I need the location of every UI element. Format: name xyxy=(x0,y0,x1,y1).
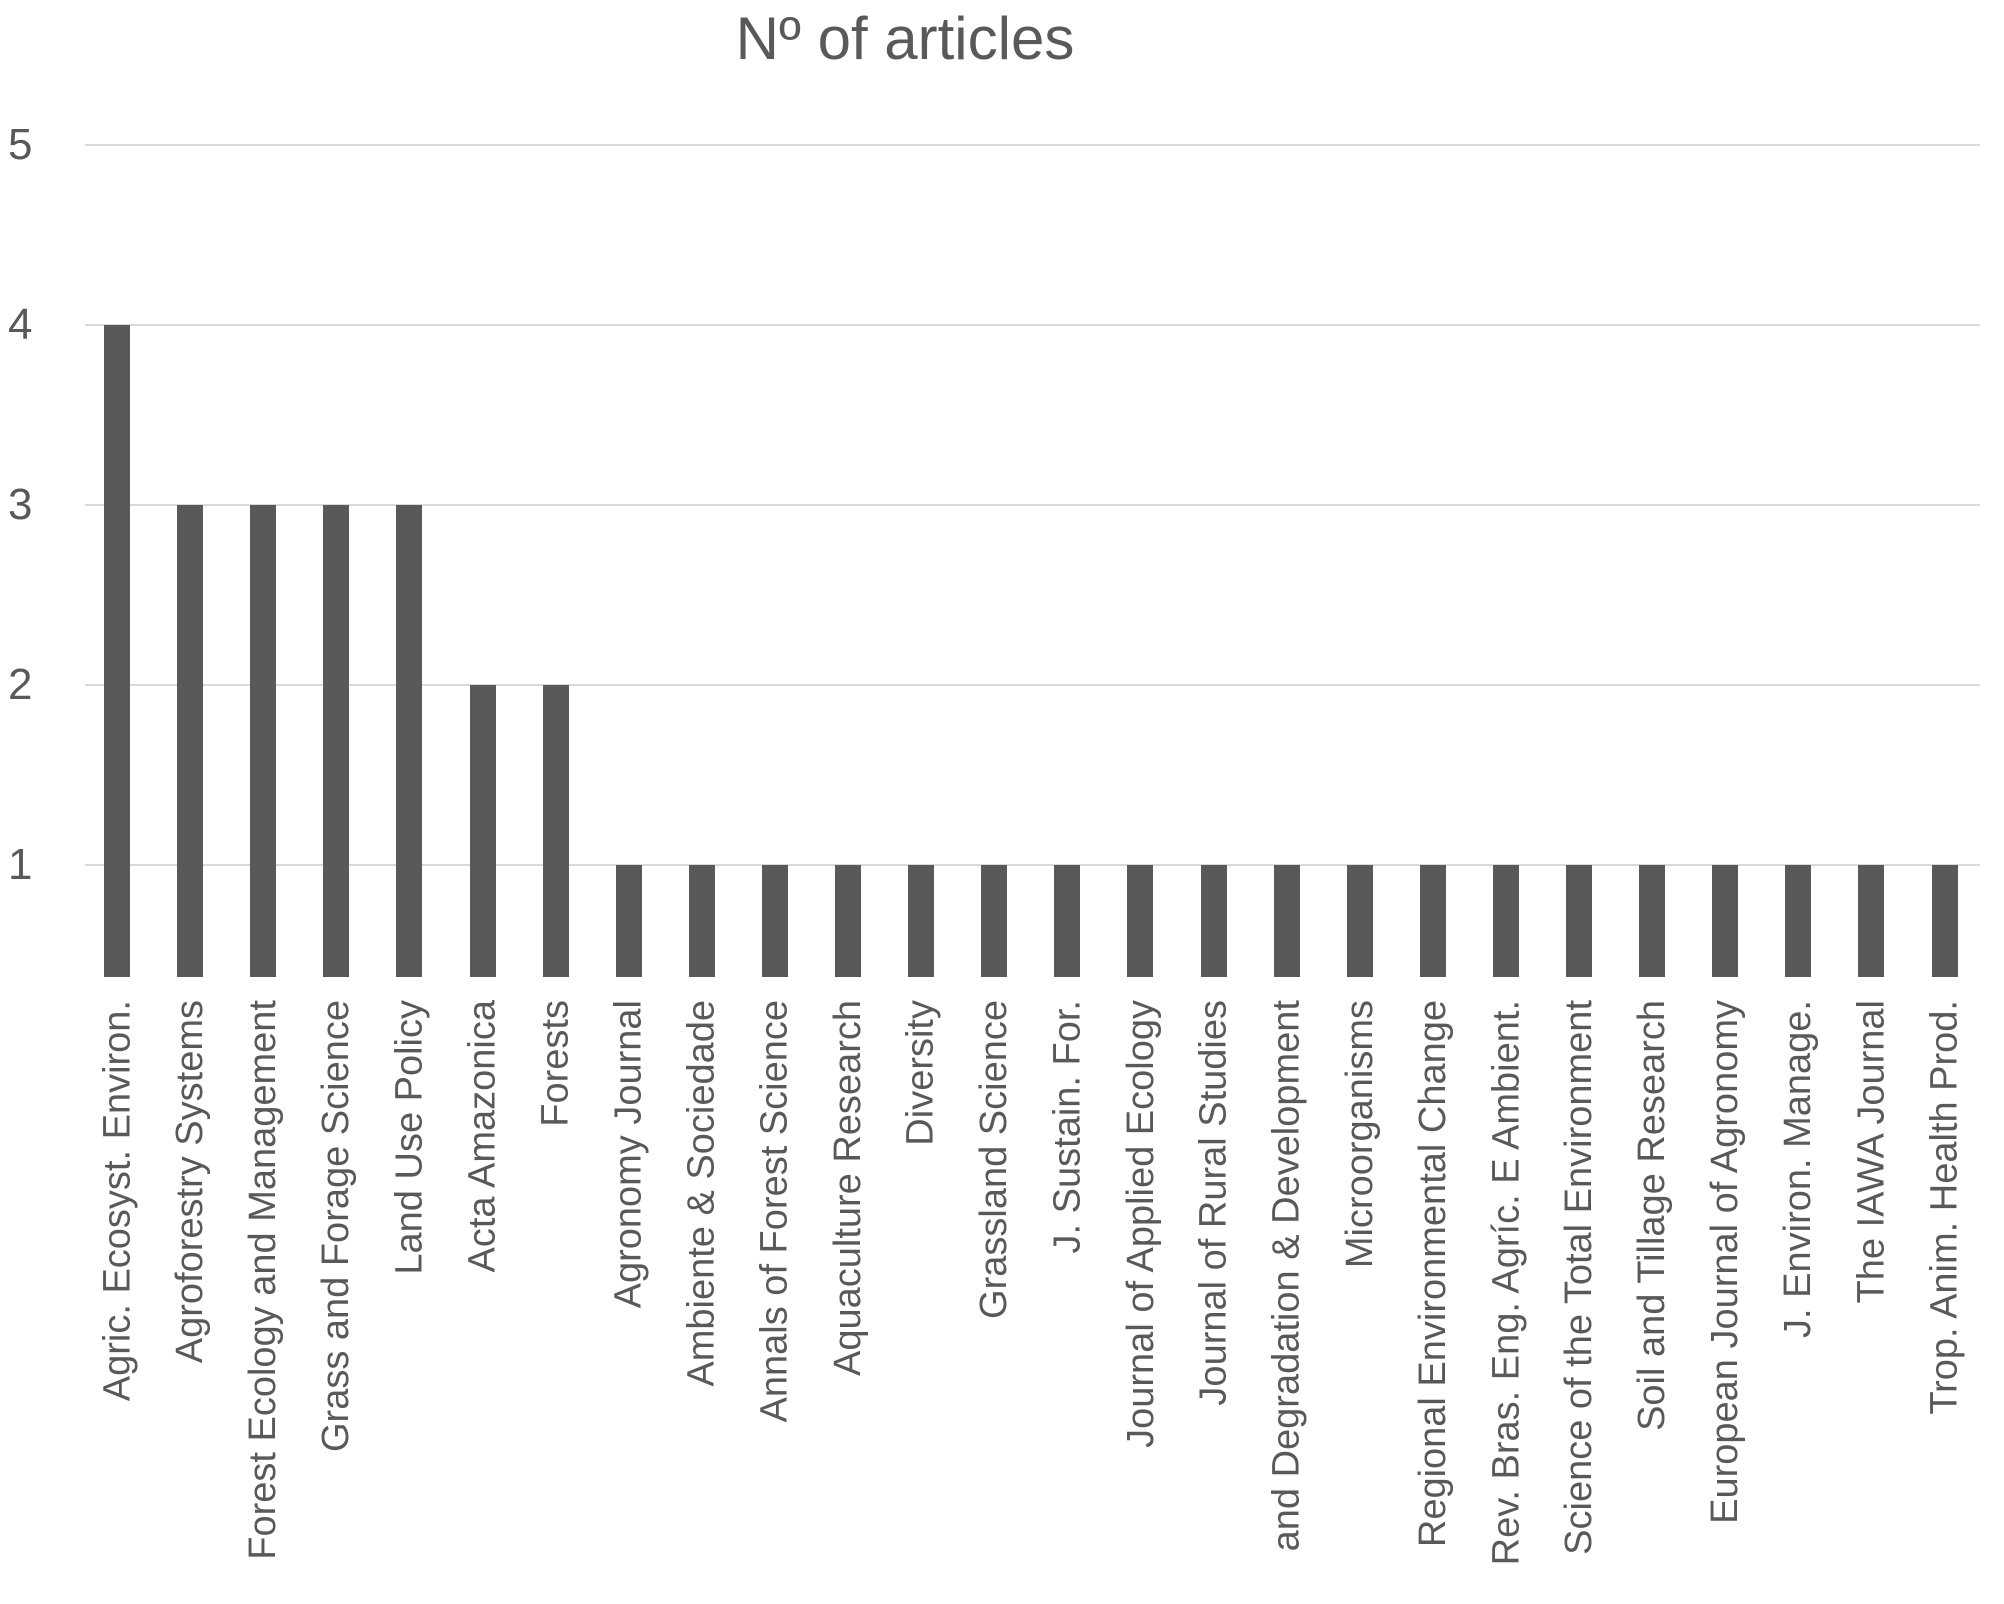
x-axis-category-label: J. Sustain. For. xyxy=(1046,1000,1089,1254)
y-gridline xyxy=(85,864,1980,866)
x-axis-category-label: Agroforestry Systems xyxy=(169,1000,212,1364)
x-axis-category-label: Forest Ecology and Management xyxy=(242,1000,285,1560)
bar xyxy=(1931,865,1958,977)
bar xyxy=(761,865,788,977)
x-axis-category-label: Annals of Forest Science xyxy=(753,1000,796,1423)
x-axis-category-label: Ambiente & Sociedade xyxy=(680,1000,723,1387)
y-axis-tick-label: 3 xyxy=(8,480,33,529)
x-axis-category-label: Microorganisms xyxy=(1338,1000,1381,1269)
bar xyxy=(1785,865,1812,977)
chart-title: Nº of articles xyxy=(735,5,1075,72)
bar xyxy=(1054,865,1081,977)
bar xyxy=(396,505,423,977)
bar xyxy=(1492,865,1519,977)
bar xyxy=(1419,865,1446,977)
bar xyxy=(908,865,935,977)
y-axis-tick-label: 2 xyxy=(8,660,33,709)
x-axis-category-label: Acta Amazonica xyxy=(461,1000,504,1273)
bar xyxy=(615,865,642,977)
y-axis-tick-label: 1 xyxy=(8,840,33,889)
x-axis-category-label: Science of the Total Environment xyxy=(1558,1000,1600,1555)
bar xyxy=(542,685,569,977)
bar xyxy=(1566,865,1592,977)
x-axis-category-label: Rev. Bras. Eng. Agríc. E Ambient. xyxy=(1484,1000,1527,1566)
bar xyxy=(1346,865,1373,977)
x-axis-category-label: Diversity xyxy=(900,1000,943,1146)
y-gridline xyxy=(85,144,1980,146)
x-axis-category-label: Aquaculture Research xyxy=(827,1000,869,1376)
bar xyxy=(104,325,130,977)
x-axis-category-label: Grass and Forage Science xyxy=(315,1000,358,1453)
x-axis-category-label: J. Environ. Manage. xyxy=(1777,1000,1820,1338)
y-gridline xyxy=(85,504,1980,506)
bar xyxy=(177,505,204,977)
y-gridline xyxy=(85,684,1980,686)
bar xyxy=(1127,865,1154,977)
x-axis-category-label: Agronomy Journal xyxy=(607,1000,650,1309)
x-axis-category-label: Soil and Tillage Research xyxy=(1631,1000,1674,1431)
bar xyxy=(1273,865,1300,977)
bar xyxy=(250,505,277,977)
y-axis-tick-label: 5 xyxy=(8,120,33,169)
x-axis-category-label: Land Use Policy xyxy=(388,1000,431,1275)
bar xyxy=(688,865,715,977)
bar xyxy=(835,865,861,977)
x-axis-category-label: Grassland Science xyxy=(973,1000,1016,1319)
x-axis-category-label: Journal of Applied Ecology xyxy=(1119,1000,1162,1448)
x-axis-category-label: Regional Environmental Change xyxy=(1411,1000,1454,1548)
bar xyxy=(1712,865,1739,977)
bar xyxy=(1200,865,1227,977)
bar xyxy=(469,685,496,977)
y-axis-tick-label: 4 xyxy=(8,300,33,349)
x-axis-category-label: Forests xyxy=(534,1000,577,1127)
bar xyxy=(981,865,1008,977)
x-axis-category-label: and Degradation & Development xyxy=(1265,1000,1308,1552)
bar xyxy=(1858,865,1885,977)
bar xyxy=(1639,865,1666,977)
x-axis-category-label: Trop. Anim. Health Prod. xyxy=(1923,1000,1966,1415)
y-gridline xyxy=(85,324,1980,326)
bar xyxy=(323,505,350,977)
x-axis-category-label: Journal of Rural Studies xyxy=(1192,1000,1235,1406)
x-axis-category-label: European Journal of Agronomy xyxy=(1704,1000,1747,1524)
x-axis-category-label: The IAWA Journal xyxy=(1850,1000,1893,1304)
x-axis-category-label: Agric. Ecosyst. Environ. xyxy=(96,1000,138,1402)
